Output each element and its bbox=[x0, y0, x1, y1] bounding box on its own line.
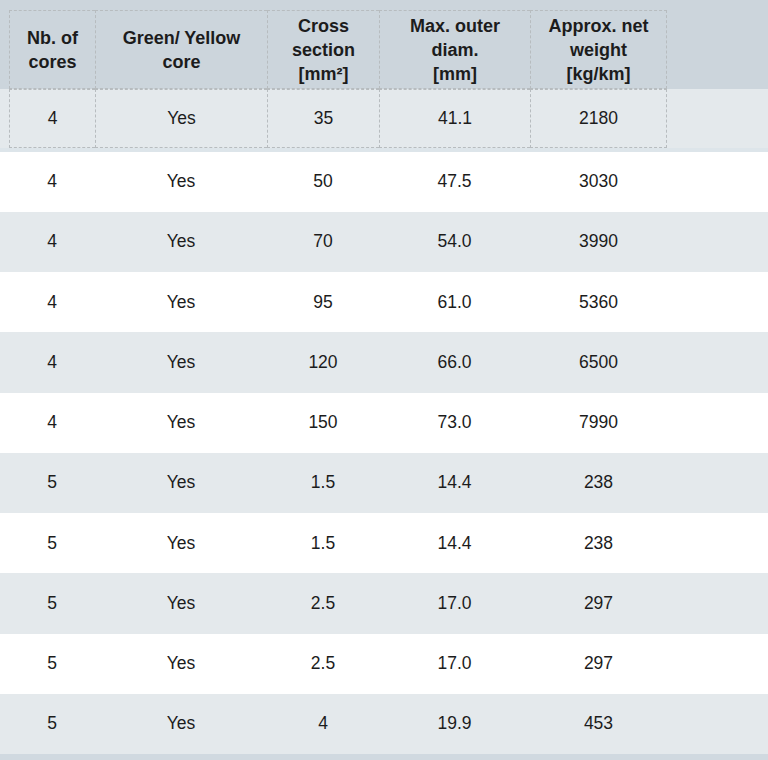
table-cell: 4 bbox=[9, 89, 95, 148]
table-cell: Yes bbox=[95, 152, 267, 212]
row-right-filler bbox=[667, 634, 768, 694]
header-right-filler bbox=[667, 10, 768, 89]
table-cell: 1.5 bbox=[267, 513, 379, 573]
column-header-nb-of-cores: Nb. of cores bbox=[9, 10, 95, 89]
row-left-margin bbox=[0, 513, 9, 573]
table-cell: 238 bbox=[530, 513, 667, 573]
table-cell: 5 bbox=[9, 694, 95, 754]
table-cell: Yes bbox=[95, 694, 267, 754]
table-cell: 14.4 bbox=[379, 513, 530, 573]
table-cell: 6500 bbox=[530, 332, 667, 392]
row-right-filler bbox=[667, 513, 768, 573]
column-header-cross-section: Cross section [mm²] bbox=[267, 10, 379, 89]
table-cell: 47.5 bbox=[379, 152, 530, 212]
row-left-margin bbox=[0, 212, 9, 272]
table-cell: 70 bbox=[267, 212, 379, 272]
row-left-margin bbox=[0, 272, 9, 332]
row-right-filler bbox=[667, 272, 768, 332]
table-cell: 3990 bbox=[530, 212, 667, 272]
column-header-max-outer-diam: Max. outer diam. [mm] bbox=[379, 10, 530, 89]
row-left-margin bbox=[0, 634, 9, 694]
row-right-filler bbox=[667, 332, 768, 392]
row-left-margin bbox=[0, 89, 9, 148]
table-row: 5Yes1.514.4238 bbox=[0, 513, 768, 573]
row-right-filler bbox=[667, 152, 768, 212]
column-header-green-yellow-core: Green/ Yellow core bbox=[95, 10, 267, 89]
table-cell: Yes bbox=[95, 272, 267, 332]
table-cell: 120 bbox=[267, 332, 379, 392]
table-cell: 4 bbox=[9, 272, 95, 332]
table-cell: 41.1 bbox=[379, 89, 530, 148]
table-cell: 14.4 bbox=[379, 453, 530, 513]
table-cell: 297 bbox=[530, 634, 667, 694]
table-cell: 5 bbox=[9, 513, 95, 573]
table-cell: 2.5 bbox=[267, 634, 379, 694]
table-cell: Yes bbox=[95, 513, 267, 573]
table-cell: 50 bbox=[267, 152, 379, 212]
row-left-margin bbox=[0, 694, 9, 754]
table-cell: 4 bbox=[9, 332, 95, 392]
table-cell: 2.5 bbox=[267, 573, 379, 633]
row-right-filler bbox=[667, 694, 768, 754]
row-right-filler bbox=[667, 393, 768, 453]
table-row: 4Yes12066.06500 bbox=[0, 332, 768, 392]
table-header-row: Nb. of cores Green/ Yellow core Cross se… bbox=[0, 0, 768, 89]
table-cell: 17.0 bbox=[379, 573, 530, 633]
table-row: 5Yes419.9453 bbox=[0, 694, 768, 754]
header-left-margin bbox=[0, 10, 9, 89]
row-left-margin bbox=[0, 573, 9, 633]
table-cell: 5360 bbox=[530, 272, 667, 332]
table-row: 4Yes9561.05360 bbox=[0, 272, 768, 332]
table-row: 4Yes3541.12180 bbox=[0, 89, 768, 152]
table-cell: 35 bbox=[267, 89, 379, 148]
table-cell: Yes bbox=[95, 212, 267, 272]
table-cell: Yes bbox=[95, 573, 267, 633]
row-left-margin bbox=[0, 152, 9, 212]
table-cell: 238 bbox=[530, 453, 667, 513]
table-cell: 5 bbox=[9, 573, 95, 633]
table-cell: 5 bbox=[9, 453, 95, 513]
table-cell: 66.0 bbox=[379, 332, 530, 392]
table-cell: Yes bbox=[95, 89, 267, 148]
table-cell: 2180 bbox=[530, 89, 667, 148]
row-right-filler bbox=[667, 453, 768, 513]
table-cell: 54.0 bbox=[379, 212, 530, 272]
table-cell: 17.0 bbox=[379, 634, 530, 694]
table-cell: Yes bbox=[95, 453, 267, 513]
row-left-margin bbox=[0, 393, 9, 453]
table-row: 4Yes15073.07990 bbox=[0, 393, 768, 453]
table-row: 4Yes7054.03990 bbox=[0, 212, 768, 272]
table-cell: 95 bbox=[267, 272, 379, 332]
table-cell: 297 bbox=[530, 573, 667, 633]
table-cell: 73.0 bbox=[379, 393, 530, 453]
cable-spec-table-page: Nb. of cores Green/ Yellow core Cross se… bbox=[0, 0, 768, 760]
table-row: 5Yes2.517.0297 bbox=[0, 573, 768, 633]
table-row: 4Yes5047.53030 bbox=[0, 152, 768, 212]
table-cell: 4 bbox=[9, 152, 95, 212]
table-cell: 7990 bbox=[530, 393, 667, 453]
table-cell: 453 bbox=[530, 694, 667, 754]
row-right-filler bbox=[667, 212, 768, 272]
table-row: 5Yes1.514.4238 bbox=[0, 453, 768, 513]
table-cell: Yes bbox=[95, 393, 267, 453]
table-cell: 4 bbox=[9, 212, 95, 272]
table-cell: 3030 bbox=[530, 152, 667, 212]
table-cell: 4 bbox=[9, 393, 95, 453]
table-cell: 150 bbox=[267, 393, 379, 453]
row-left-margin bbox=[0, 332, 9, 392]
row-right-filler bbox=[667, 89, 768, 148]
table-cell: 61.0 bbox=[379, 272, 530, 332]
table-cell: 1.5 bbox=[267, 453, 379, 513]
table-cell: 4 bbox=[267, 694, 379, 754]
table-body: 4Yes3541.121804Yes5047.530304Yes7054.039… bbox=[0, 89, 768, 754]
row-right-filler bbox=[667, 573, 768, 633]
table-row: 5Yes2.517.0297 bbox=[0, 634, 768, 694]
next-section-band bbox=[0, 754, 768, 760]
table-cell: Yes bbox=[95, 332, 267, 392]
table-cell: 5 bbox=[9, 634, 95, 694]
table-cell: 19.9 bbox=[379, 694, 530, 754]
column-header-approx-net-weight: Approx. net weight [kg/km] bbox=[530, 10, 667, 89]
row-left-margin bbox=[0, 453, 9, 513]
table-cell: Yes bbox=[95, 634, 267, 694]
